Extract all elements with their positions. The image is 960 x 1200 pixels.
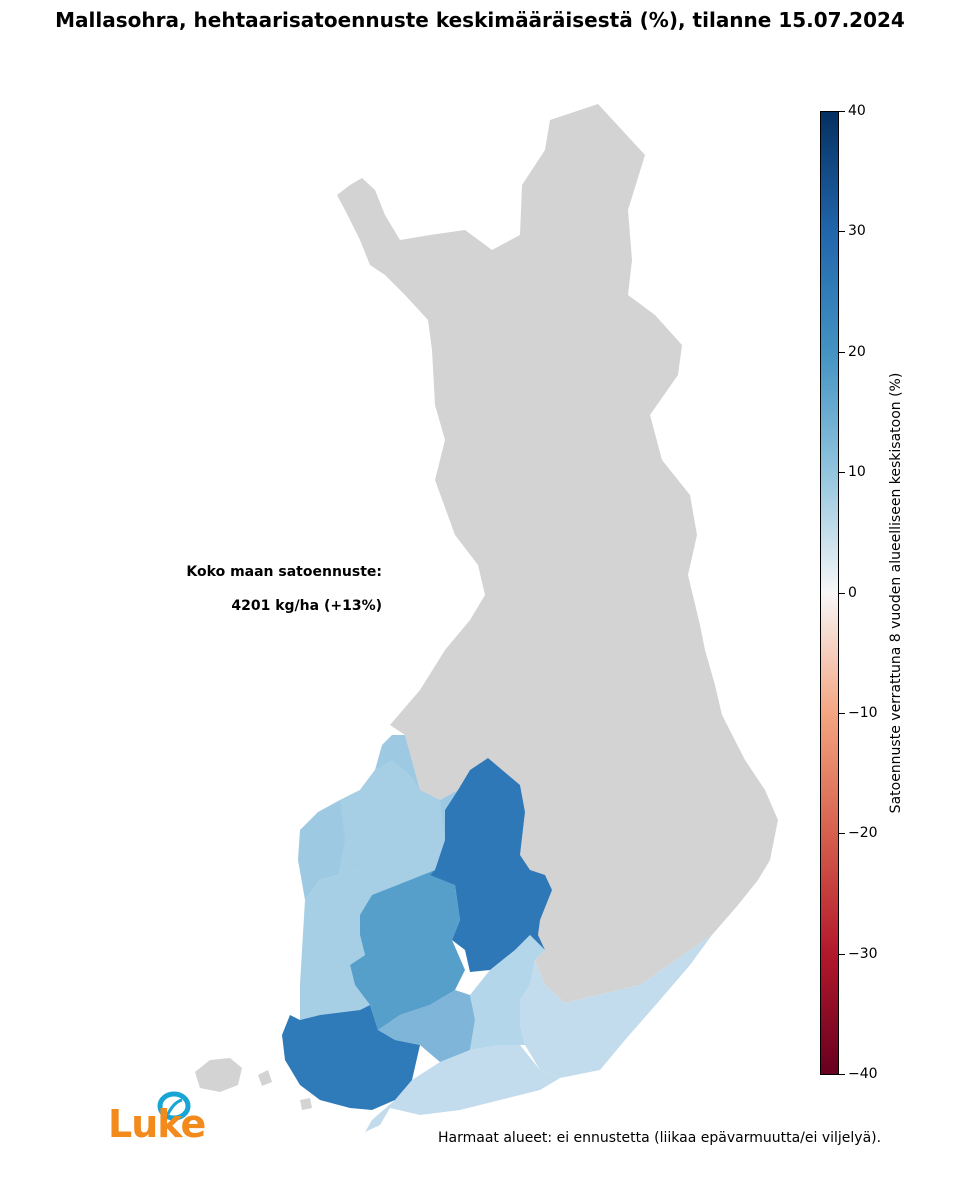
luke-logo: Luke [108, 1088, 206, 1152]
colorbar-tick [839, 712, 845, 714]
footnote: Harmaat alueet: ei ennustetta (liikaa ep… [438, 1130, 882, 1146]
colorbar-tick-label: 20 [848, 343, 866, 360]
colorbar-tick-label: −30 [848, 945, 878, 962]
colorbar [820, 111, 839, 1075]
region-paijat-hame [470, 935, 545, 1050]
colorbar-tick-label: 40 [848, 103, 866, 119]
region-no-forecast [337, 104, 778, 1003]
region-kanta-hame [378, 990, 475, 1062]
colorbar-tick [839, 111, 845, 112]
colorbar-tick-label: −10 [848, 704, 878, 721]
national-forecast-value: 4201 kg/ha (+13%) [231, 598, 382, 614]
colorbar-tick [839, 1074, 845, 1075]
region-pirkanmaa [350, 870, 465, 1030]
colorbar-tick [839, 592, 845, 594]
colorbar-tick [839, 953, 845, 955]
map-title: Mallasohra, hehtaarisatoennuste keskimää… [55, 8, 905, 32]
colorbar-tick [839, 351, 845, 353]
archipelago [258, 1070, 312, 1110]
colorbar-tick-label: 30 [848, 223, 866, 240]
colorbar-tick-label: 0 [848, 584, 857, 601]
region-south-ostrobothnia [338, 760, 445, 895]
region-aland [195, 1058, 242, 1092]
logo-text: Luke [108, 1102, 206, 1146]
national-forecast-label: Koko maan satoennuste: [186, 564, 382, 580]
colorbar-tick [839, 231, 845, 233]
colorbar-tick-label: −40 [848, 1066, 878, 1082]
colorbar-tick [839, 833, 845, 835]
region-southwest [282, 1005, 420, 1110]
colorbar-tick-label: −20 [848, 825, 878, 842]
colorbar-tick-label: 10 [848, 464, 866, 481]
leaf-icon [157, 1091, 191, 1121]
region-central-finland [430, 758, 552, 972]
region-satakunta [300, 870, 372, 1020]
region-southeast [520, 935, 712, 1078]
colorbar-label: Satoennuste verrattuna 8 vuoden alueelli… [888, 372, 904, 814]
region-uusimaa [365, 1045, 560, 1132]
colorbar-tick [839, 472, 845, 474]
